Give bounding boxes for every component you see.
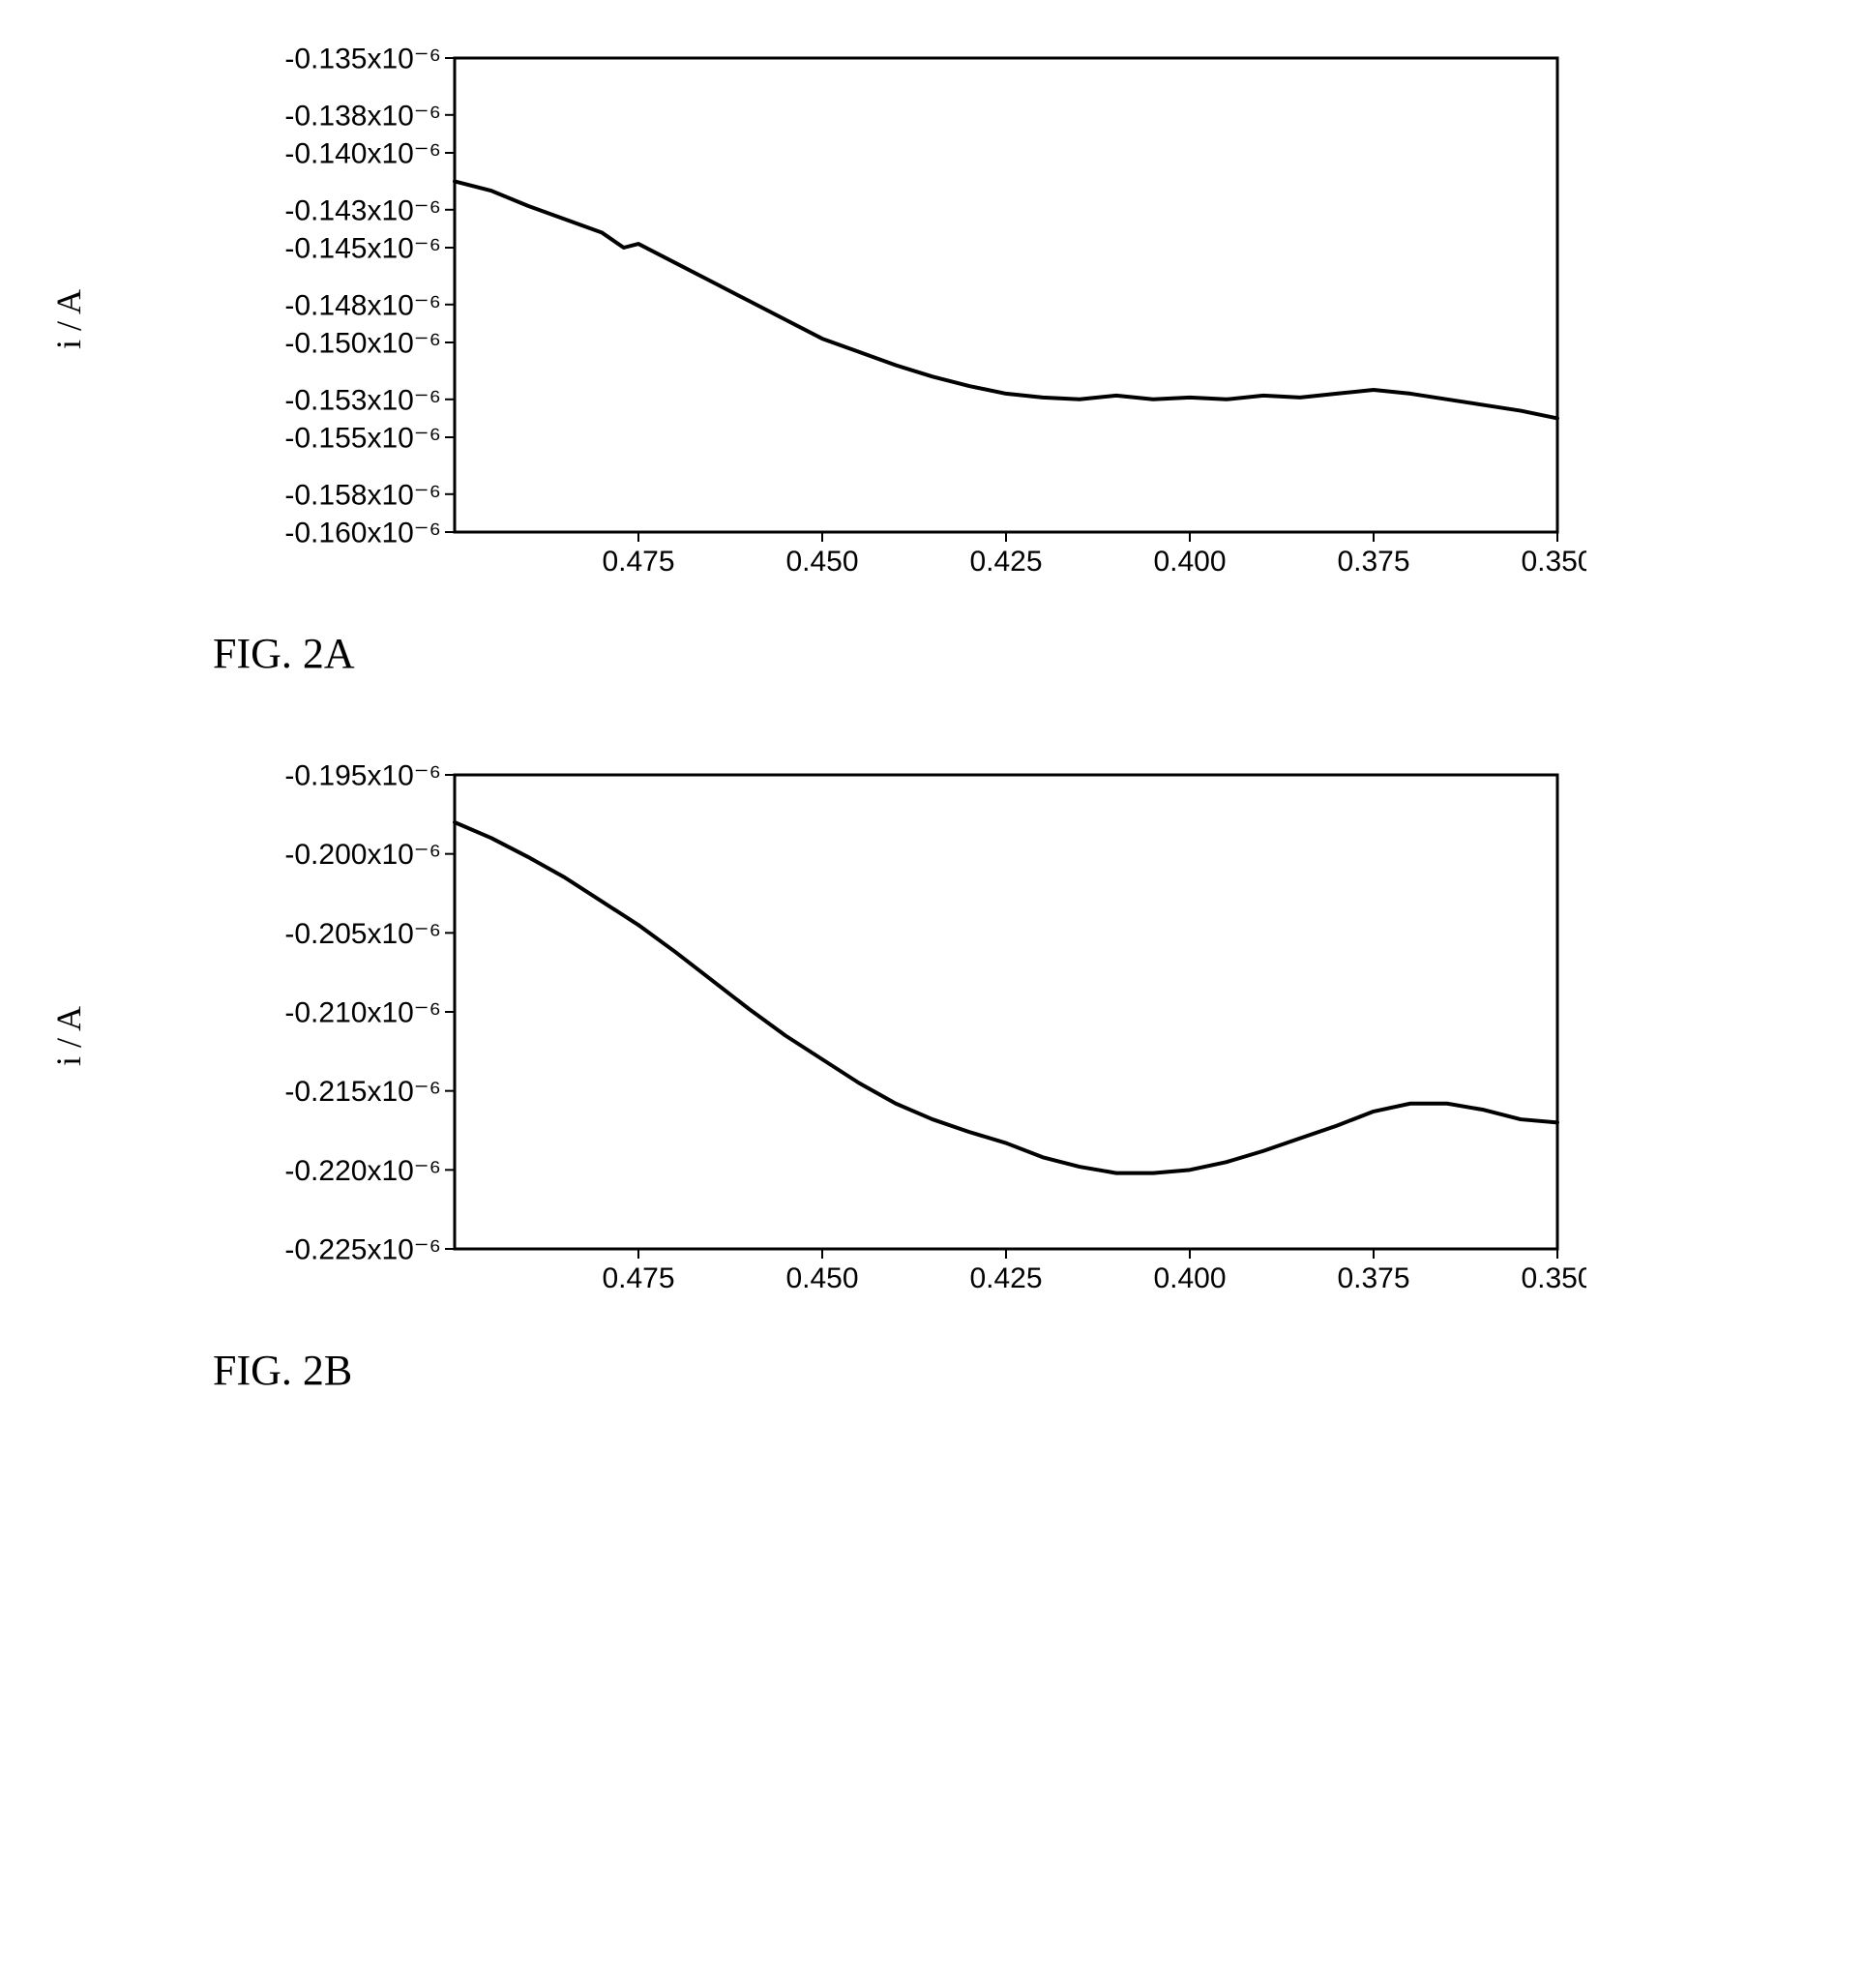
- figure-a: i / A -0.135x10⁻⁶-0.138x10⁻⁶-0.140x10⁻⁶-…: [39, 39, 1826, 678]
- svg-text:0.475: 0.475: [602, 546, 674, 578]
- svg-text:-0.210x10⁻⁶: -0.210x10⁻⁶: [284, 997, 441, 1029]
- svg-text:-0.138x10⁻⁶: -0.138x10⁻⁶: [284, 100, 441, 132]
- svg-text:-0.158x10⁻⁶: -0.158x10⁻⁶: [284, 479, 441, 511]
- svg-text:-0.195x10⁻⁶: -0.195x10⁻⁶: [284, 760, 441, 792]
- svg-text:0.400: 0.400: [1153, 1262, 1226, 1294]
- figure-b: i / A -0.195x10⁻⁶-0.200x10⁻⁶-0.205x10⁻⁶-…: [39, 756, 1826, 1395]
- svg-text:-0.205x10⁻⁶: -0.205x10⁻⁶: [284, 918, 441, 950]
- svg-text:-0.153x10⁻⁶: -0.153x10⁻⁶: [284, 384, 441, 416]
- svg-text:-0.143x10⁻⁶: -0.143x10⁻⁶: [284, 194, 441, 226]
- svg-text:0.425: 0.425: [969, 1262, 1042, 1294]
- chart-a-svg: -0.135x10⁻⁶ -0.138x10⁻⁶ -0.140x10⁻⁶ -0.143x…: [232, 39, 1586, 600]
- svg-text:-0.160x10⁻⁶: -0.160x10⁻⁶: [284, 518, 441, 549]
- svg-text:0.350: 0.350: [1521, 546, 1586, 578]
- svg-text:-0.135x10⁻⁶: -0.135x10⁻⁶: [284, 44, 441, 75]
- svg-text:0.350: 0.350: [1521, 1262, 1586, 1294]
- chart-a-wrap: i / A -0.135x10⁻⁶-0.138x10⁻⁶-0.140x10⁻⁶-…: [232, 39, 1586, 600]
- svg-text:-0.148x10⁻⁶: -0.148x10⁻⁶: [284, 289, 441, 321]
- svg-text:0.375: 0.375: [1337, 1262, 1409, 1294]
- svg-text:-0.150x10⁻⁶: -0.150x10⁻⁶: [284, 328, 441, 360]
- svg-text:-0.155x10⁻⁶: -0.155x10⁻⁶: [284, 423, 441, 455]
- chart-a-ylabel: i / A: [48, 289, 89, 349]
- svg-text:-0.200x10⁻⁶: -0.200x10⁻⁶: [284, 839, 441, 871]
- svg-text:0.425: 0.425: [969, 546, 1042, 578]
- svg-text:-0.215x10⁻⁶: -0.215x10⁻⁶: [284, 1076, 441, 1108]
- svg-text:0.375: 0.375: [1337, 546, 1409, 578]
- svg-text:0.450: 0.450: [785, 1262, 858, 1294]
- svg-text:-0.220x10⁻⁶: -0.220x10⁻⁶: [284, 1155, 441, 1187]
- chart-b-ylabel: i / A: [48, 1006, 89, 1066]
- svg-text:0.400: 0.400: [1153, 546, 1226, 578]
- svg-text:0.450: 0.450: [785, 546, 858, 578]
- chart-b-svg: -0.195x10⁻⁶ -0.200x10⁻⁶ -0.205x10⁻⁶ -0.210x…: [232, 756, 1586, 1317]
- chart-b-wrap: i / A -0.195x10⁻⁶-0.200x10⁻⁶-0.205x10⁻⁶-…: [232, 756, 1586, 1317]
- figure-a-caption: FIG. 2A: [213, 629, 1826, 678]
- figure-b-caption: FIG. 2B: [213, 1346, 1826, 1395]
- svg-text:0.475: 0.475: [602, 1262, 674, 1294]
- svg-text:-0.145x10⁻⁶: -0.145x10⁻⁶: [284, 233, 441, 265]
- svg-text:-0.225x10⁻⁶: -0.225x10⁻⁶: [284, 1234, 441, 1266]
- svg-text:-0.140x10⁻⁶: -0.140x10⁻⁶: [284, 138, 441, 170]
